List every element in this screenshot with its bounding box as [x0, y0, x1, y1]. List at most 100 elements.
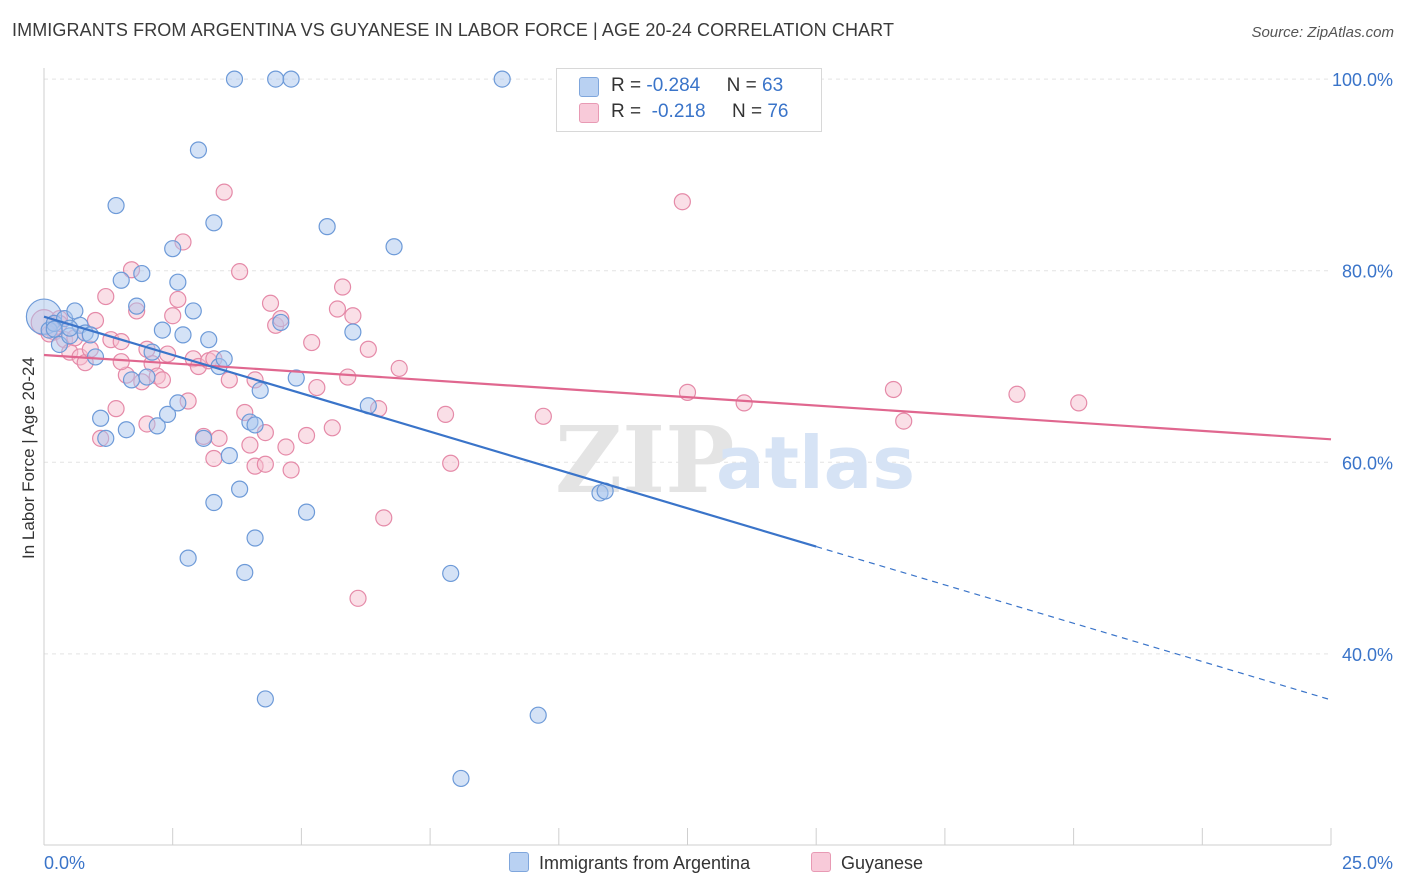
data-point [241, 436, 259, 454]
data-point [390, 359, 408, 378]
data-point [215, 183, 233, 201]
y-tick-label: 80.0% [1342, 262, 1393, 282]
data-point [200, 331, 218, 349]
series-label-argentina: Immigrants from Argentina [539, 853, 751, 873]
y-axis-label: In Labor Force | Age 20-24 [19, 357, 38, 559]
argentina-points [25, 70, 614, 788]
data-point [107, 196, 125, 215]
data-point [359, 340, 377, 358]
data-point [287, 369, 305, 387]
source-credit: Source: ZipAtlas.com [1251, 24, 1394, 41]
data-point [328, 300, 347, 318]
data-point [282, 461, 300, 479]
legend-n-value: 63 [762, 75, 784, 96]
series-swatch-argentina [509, 852, 529, 872]
data-point [1070, 394, 1088, 412]
data-point [246, 529, 264, 547]
data-point [210, 429, 228, 447]
data-point [231, 480, 249, 498]
data-point [179, 549, 197, 567]
legend-swatch-guyanese [579, 103, 599, 123]
data-point [323, 419, 341, 437]
data-point [251, 381, 269, 400]
data-point [1008, 385, 1026, 403]
data-point [184, 302, 202, 320]
data-point [297, 503, 316, 521]
data-point [256, 690, 274, 708]
data-point [261, 294, 280, 312]
data-point [107, 400, 125, 418]
legend-r-value: -0.284 [646, 75, 701, 96]
data-point [884, 380, 903, 399]
data-point [138, 368, 156, 386]
series-swatch-guyanese [811, 852, 831, 872]
data-point [436, 405, 455, 423]
data-point [169, 290, 187, 309]
legend-r-value: -0.218 [651, 101, 706, 122]
legend-swatch-argentina [579, 77, 599, 97]
series-legend-guyanese: Guyanese [811, 852, 923, 874]
legend-n-label: N = [731, 101, 768, 122]
legend-r-label: R = [611, 101, 647, 122]
data-point [153, 371, 172, 389]
data-point [256, 455, 274, 473]
data-point [303, 333, 321, 352]
guyanese-trend-line [43, 353, 1332, 441]
data-point [169, 394, 187, 412]
data-point [349, 589, 367, 607]
data-point [174, 326, 192, 344]
data-point [205, 214, 223, 232]
data-point [97, 429, 115, 447]
data-point [220, 446, 238, 465]
data-point [169, 273, 187, 291]
series-label-guyanese: Guyanese [841, 853, 924, 873]
data-point [153, 321, 172, 339]
data-point [895, 412, 913, 430]
correlation-legend: R = -0.284 N = 63 R = -0.218 N = 76 [556, 68, 822, 132]
data-point [282, 70, 300, 88]
data-point [344, 307, 362, 325]
data-point [735, 394, 753, 412]
data-point [375, 509, 393, 527]
legend-r-label: R = [611, 75, 647, 96]
data-point [164, 307, 182, 325]
data-point [158, 405, 177, 423]
data-point [267, 70, 285, 88]
data-point [66, 302, 84, 320]
data-point [277, 438, 295, 456]
data-point [333, 278, 352, 296]
data-point [272, 313, 290, 332]
legend-n-value: 76 [767, 101, 789, 122]
data-point [344, 323, 362, 341]
data-point [452, 769, 470, 788]
grid-lines [44, 78, 1331, 655]
data-point [215, 350, 233, 368]
watermark-zip: ZIP [555, 406, 734, 514]
data-point [112, 271, 130, 289]
argentina-trend-line [43, 315, 817, 548]
data-point [308, 378, 326, 397]
data-point [97, 287, 115, 306]
y-tick-label: 60.0% [1342, 453, 1393, 473]
data-point [385, 238, 403, 256]
data-point [673, 193, 691, 211]
data-point [45, 320, 63, 338]
data-point [122, 371, 141, 389]
watermark-atlas: atlas [716, 421, 915, 505]
data-point [92, 409, 110, 427]
data-point [231, 263, 249, 281]
data-point [442, 564, 460, 583]
data-point [194, 429, 213, 447]
x-tick-label: 25.0% [1342, 853, 1393, 873]
data-point [112, 353, 130, 371]
data-point [442, 454, 460, 472]
data-point [148, 417, 166, 435]
data-point [205, 493, 223, 512]
axes [43, 68, 1332, 846]
data-point [246, 416, 264, 434]
data-point [128, 297, 146, 315]
data-point [297, 426, 316, 445]
data-point [534, 407, 552, 425]
data-point [117, 421, 135, 439]
